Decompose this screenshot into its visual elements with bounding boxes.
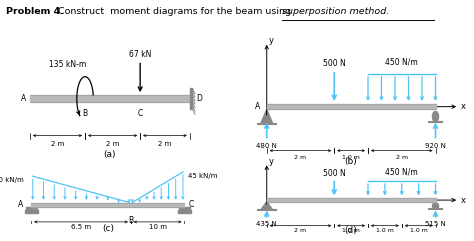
Text: 2 m: 2 m <box>158 141 172 147</box>
Text: 1.0 m: 1.0 m <box>342 155 360 160</box>
Text: B: B <box>82 109 88 118</box>
Text: 1.0 m: 1.0 m <box>376 228 394 233</box>
Polygon shape <box>261 109 273 124</box>
Text: superposition method.: superposition method. <box>282 7 389 16</box>
Text: 435 N: 435 N <box>256 221 277 228</box>
Text: A: A <box>18 200 23 209</box>
Text: 45 kN/m: 45 kN/m <box>188 173 217 179</box>
Text: y: y <box>268 157 273 166</box>
Text: 480 N: 480 N <box>256 143 277 149</box>
Circle shape <box>432 203 438 209</box>
Text: 10 m: 10 m <box>149 224 167 230</box>
Text: 135 kN-m: 135 kN-m <box>48 60 86 69</box>
Text: D: D <box>197 94 202 103</box>
Text: (c): (c) <box>102 224 114 233</box>
Text: 920 N: 920 N <box>425 143 446 149</box>
Text: C: C <box>189 200 194 209</box>
Text: x: x <box>461 196 466 205</box>
Text: Construct  moment diagrams for the beam using: Construct moment diagrams for the beam u… <box>55 7 293 16</box>
Text: A: A <box>20 94 26 103</box>
Text: 30 kN/m: 30 kN/m <box>0 177 24 183</box>
Text: (b): (b) <box>345 157 357 166</box>
Text: 2 m: 2 m <box>396 155 408 160</box>
Text: B: B <box>128 216 133 225</box>
Text: y: y <box>268 36 273 45</box>
Text: C: C <box>137 109 143 118</box>
Text: 450 N/m: 450 N/m <box>385 57 418 66</box>
Text: x: x <box>461 102 466 111</box>
Text: 2 m: 2 m <box>294 228 307 233</box>
Text: 450 N/m: 450 N/m <box>385 167 418 176</box>
Text: 2 m: 2 m <box>51 141 64 147</box>
Text: 500 N: 500 N <box>323 59 346 68</box>
Circle shape <box>432 111 438 122</box>
Text: 1.0 m: 1.0 m <box>410 228 428 233</box>
Text: 6.5 m: 6.5 m <box>71 224 91 230</box>
Text: (d): (d) <box>345 226 357 234</box>
Text: A: A <box>255 102 261 111</box>
Text: 500 N: 500 N <box>323 169 346 178</box>
Polygon shape <box>261 202 273 210</box>
Text: 515 N: 515 N <box>425 221 446 228</box>
Text: 2 m: 2 m <box>106 141 119 147</box>
Bar <box>190 88 192 109</box>
Text: (a): (a) <box>104 150 116 159</box>
Text: 2 m: 2 m <box>294 155 307 160</box>
Text: 1.0 m: 1.0 m <box>342 228 360 233</box>
Text: 67 kN: 67 kN <box>129 50 151 59</box>
Text: Problem 4.: Problem 4. <box>6 7 64 16</box>
